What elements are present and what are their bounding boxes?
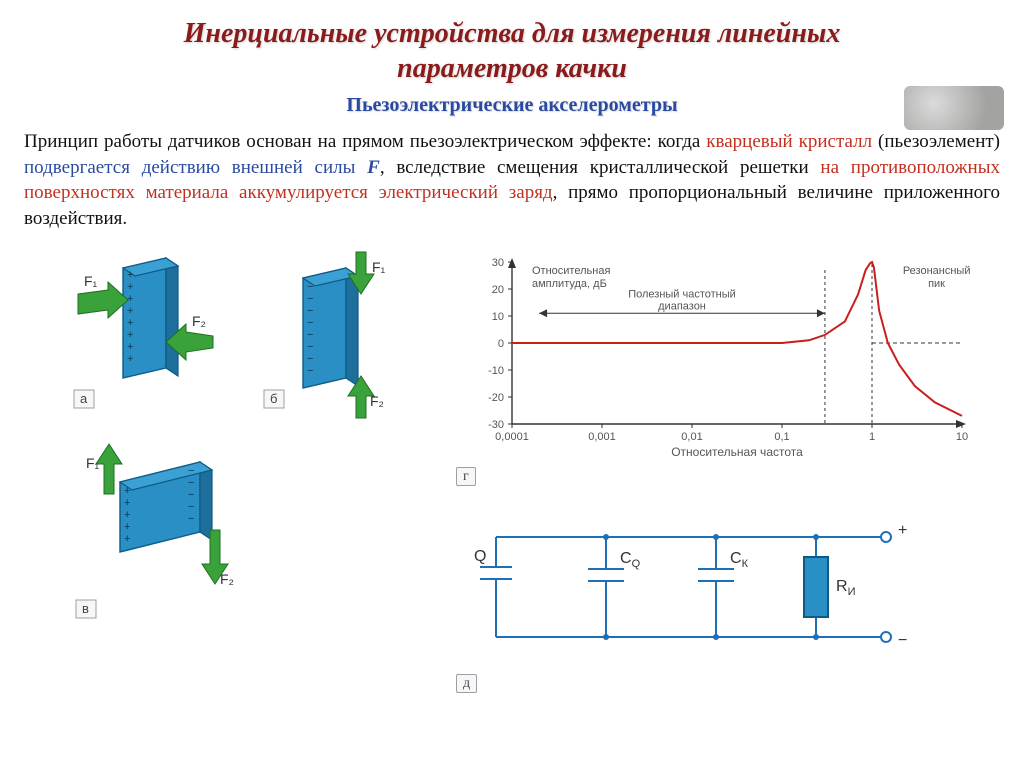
piezo-column: +++ +++ ++ F₁ F₂ xyxy=(48,250,428,634)
svg-text:+: + xyxy=(124,533,130,545)
para-seg3: (пьезоэлемент) xyxy=(872,131,1000,152)
para-seg4: подвергается действию внешней силы xyxy=(24,157,367,178)
label-a: а xyxy=(80,391,88,406)
f2-label-a: F₂ xyxy=(192,313,206,329)
ri-label: R xyxy=(836,578,848,595)
para-seg1: Принцип работы датчиков основан на прямо… xyxy=(24,131,706,152)
svg-text:0,01: 0,01 xyxy=(681,431,702,443)
label-c: в xyxy=(82,601,89,616)
circuit-svg: + − Q CQ CК RИ xyxy=(456,507,926,667)
svg-text:диапазон: диапазон xyxy=(658,300,706,312)
para-seg6: , вследствие смещения кристаллической ре… xyxy=(380,157,821,178)
svg-text:0,0001: 0,0001 xyxy=(495,431,529,443)
svg-text:RИ: RИ xyxy=(836,578,855,598)
label-b: б xyxy=(270,391,277,406)
svg-text:-10: -10 xyxy=(488,365,504,377)
svg-text:0: 0 xyxy=(498,338,504,350)
para-seg2: кварцевый кристалл xyxy=(706,131,872,152)
label-e: д xyxy=(456,674,477,693)
svg-text:+: + xyxy=(124,485,130,497)
svg-text:−: − xyxy=(307,293,313,305)
svg-text:Относительная: Относительная xyxy=(532,265,610,277)
svg-text:+: + xyxy=(127,305,133,317)
svg-text:−: − xyxy=(307,329,313,341)
svg-text:Полезный частотный: Полезный частотный xyxy=(628,288,736,300)
paragraph: Принцип работы датчиков основан на прямо… xyxy=(24,129,1000,232)
svg-text:10: 10 xyxy=(956,431,968,443)
svg-text:+: + xyxy=(127,281,133,293)
svg-text:CQ: CQ xyxy=(620,550,641,570)
piezo-svg-a: +++ +++ ++ F₁ F₂ xyxy=(68,250,218,420)
svg-text:амплитуда, дБ: амплитуда, дБ xyxy=(532,278,607,290)
term-minus: − xyxy=(898,632,907,649)
svg-text:+: + xyxy=(127,293,133,305)
svg-text:20: 20 xyxy=(492,284,504,296)
subtitle: Пьезоэлектрические акселерометры xyxy=(24,94,1000,117)
svg-text:+: + xyxy=(124,521,130,533)
ck-label: C xyxy=(730,550,742,567)
sensor-photo xyxy=(904,86,1004,130)
f1-label-a: F₁ xyxy=(84,273,98,289)
cq-label: C xyxy=(620,550,632,567)
svg-text:−: − xyxy=(188,501,194,513)
svg-text:-30: -30 xyxy=(488,419,504,431)
term-plus: + xyxy=(898,522,907,539)
svg-text:−: − xyxy=(188,477,194,489)
chart-svg: -30 -20 -10 0 10 20 30 0,0001 0,001 0,01 0,1 1 10 Отн… xyxy=(456,250,976,460)
svg-text:−: − xyxy=(188,465,194,477)
cq-sub: Q xyxy=(632,558,641,570)
svg-text:+: + xyxy=(127,341,133,353)
svg-text:1: 1 xyxy=(869,431,875,443)
piezo-panel-a: +++ +++ ++ F₁ F₂ xyxy=(68,250,218,420)
page-title: Инерциальные устройства для измерения ли… xyxy=(24,16,1000,86)
svg-text:+: + xyxy=(124,497,130,509)
svg-text:Относительная частота: Относительная частота xyxy=(671,445,803,459)
svg-text:−: − xyxy=(188,513,194,525)
title-line1: Инерциальные устройства для измерения ли… xyxy=(184,18,841,49)
svg-text:0,1: 0,1 xyxy=(774,431,789,443)
svg-text:+: + xyxy=(127,353,133,365)
svg-text:−: − xyxy=(307,305,313,317)
svg-text:CК: CК xyxy=(730,550,749,570)
label-d: г xyxy=(456,467,476,486)
svg-text:−: − xyxy=(188,489,194,501)
svg-text:−: − xyxy=(307,353,313,365)
piezo-panel-b: −−− −−− −− F₁ F₂ xyxy=(258,250,408,420)
piezo-svg-b: −−− −−− −− F₁ F₂ xyxy=(258,250,408,420)
para-seg5: F xyxy=(367,157,380,178)
f1-label-b: F₁ xyxy=(372,259,386,275)
piezo-panel-c: +++ ++ −−− −− F₁ F₂ в xyxy=(70,434,240,634)
svg-text:Резонансный: Резонансный xyxy=(903,265,971,277)
f1-label-c: F₁ xyxy=(86,455,100,471)
title-line2: параметров качки xyxy=(397,53,627,84)
svg-text:−: − xyxy=(307,281,313,293)
freq-response-chart: -30 -20 -10 0 10 20 30 0,0001 0,001 0,01 0,1 1 10 Отн… xyxy=(456,250,976,485)
ck-sub: К xyxy=(742,558,749,570)
svg-text:10: 10 xyxy=(492,311,504,323)
svg-text:пик: пик xyxy=(928,278,945,290)
q-label: Q xyxy=(474,548,486,565)
svg-text:+: + xyxy=(124,509,130,521)
svg-text:−: − xyxy=(307,317,313,329)
svg-text:-20: -20 xyxy=(488,392,504,404)
ri-sub: И xyxy=(848,586,856,598)
svg-text:0,001: 0,001 xyxy=(588,431,616,443)
chart-circuit-column: -30 -20 -10 0 10 20 30 0,0001 0,001 0,01 0,1 1 10 Отн… xyxy=(456,250,976,692)
f2-label-c: F₂ xyxy=(220,571,234,587)
figures-row: +++ +++ ++ F₁ F₂ xyxy=(24,250,1000,692)
svg-text:−: − xyxy=(307,341,313,353)
svg-text:30: 30 xyxy=(492,257,504,269)
piezo-svg-c: +++ ++ −−− −− F₁ F₂ в xyxy=(70,434,240,634)
svg-text:+: + xyxy=(127,269,133,281)
f2-label-b: F₂ xyxy=(370,393,384,409)
svg-text:+: + xyxy=(127,329,133,341)
svg-text:+: + xyxy=(127,317,133,329)
svg-text:−: − xyxy=(307,365,313,377)
equiv-circuit: + − Q CQ CК RИ д xyxy=(456,507,976,692)
